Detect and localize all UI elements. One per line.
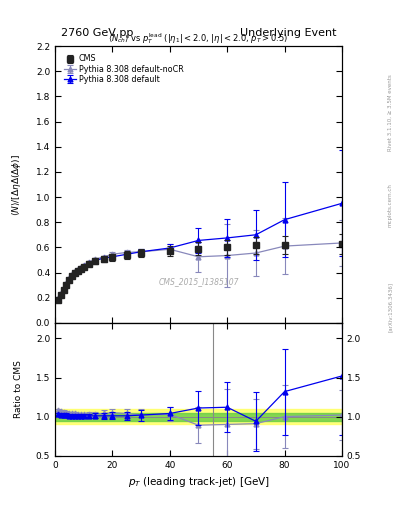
Y-axis label: Ratio to CMS: Ratio to CMS — [15, 360, 24, 418]
Text: [arXiv:1306.3436]: [arXiv:1306.3436] — [387, 282, 392, 332]
Y-axis label: $\langle N\rangle/[\Delta\eta\Delta(\Delta\phi)]$: $\langle N\rangle/[\Delta\eta\Delta(\Del… — [11, 154, 24, 216]
Text: mcplots.cern.ch: mcplots.cern.ch — [387, 183, 392, 227]
Legend: CMS, Pythia 8.308 default-noCR, Pythia 8.308 default: CMS, Pythia 8.308 default-noCR, Pythia 8… — [62, 53, 185, 86]
Text: CMS_2015_I1385107: CMS_2015_I1385107 — [158, 277, 239, 286]
Text: Underlying Event: Underlying Event — [239, 28, 336, 38]
Bar — [55, 413, 342, 420]
X-axis label: $p_T$ (leading track-jet) [GeV]: $p_T$ (leading track-jet) [GeV] — [127, 475, 270, 489]
Title: $\langle N_{ch}\rangle$ vs $p_T^\mathrm{lead}$ ($|\eta_1|<2.0$, $|\eta|<2.0$, $p: $\langle N_{ch}\rangle$ vs $p_T^\mathrm{… — [108, 31, 288, 46]
Text: Rivet 3.1.10, ≥ 3.5M events: Rivet 3.1.10, ≥ 3.5M events — [387, 74, 392, 151]
Text: 2760 GeV pp: 2760 GeV pp — [61, 28, 133, 38]
Bar — [55, 409, 342, 424]
